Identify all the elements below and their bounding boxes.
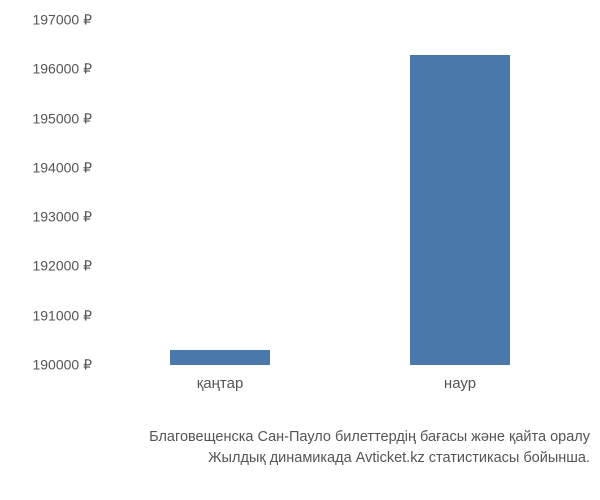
y-tick-label: 190000 ₽ bbox=[32, 357, 92, 374]
chart-caption: Благовещенска Сан-Пауло билеттердің баға… bbox=[0, 427, 600, 471]
y-tick-label: 197000 ₽ bbox=[32, 12, 92, 29]
y-tick-label: 196000 ₽ bbox=[32, 61, 92, 78]
chart-container: 190000 ₽ 191000 ₽ 192000 ₽ 193000 ₽ 194000 ₽… bbox=[0, 20, 600, 400]
caption-line-1: Благовещенска Сан-Пауло билеттердің баға… bbox=[0, 427, 590, 449]
x-axis-labels: қаңтар наур bbox=[100, 375, 580, 400]
plot-area bbox=[100, 20, 580, 365]
x-tick-label: қаңтар bbox=[197, 375, 244, 392]
bar bbox=[410, 55, 511, 366]
y-tick-label: 193000 ₽ bbox=[32, 209, 92, 226]
x-tick-label: наур bbox=[444, 375, 476, 392]
bar bbox=[170, 350, 271, 365]
y-tick-label: 195000 ₽ bbox=[32, 110, 92, 127]
y-tick-label: 191000 ₽ bbox=[32, 307, 92, 324]
y-tick-label: 194000 ₽ bbox=[32, 159, 92, 176]
caption-line-2: Жылдық динамикада Avticket.kz статистика… bbox=[0, 448, 590, 470]
y-axis: 190000 ₽ 191000 ₽ 192000 ₽ 193000 ₽ 194000 ₽… bbox=[0, 20, 100, 400]
y-tick-label: 192000 ₽ bbox=[32, 258, 92, 275]
